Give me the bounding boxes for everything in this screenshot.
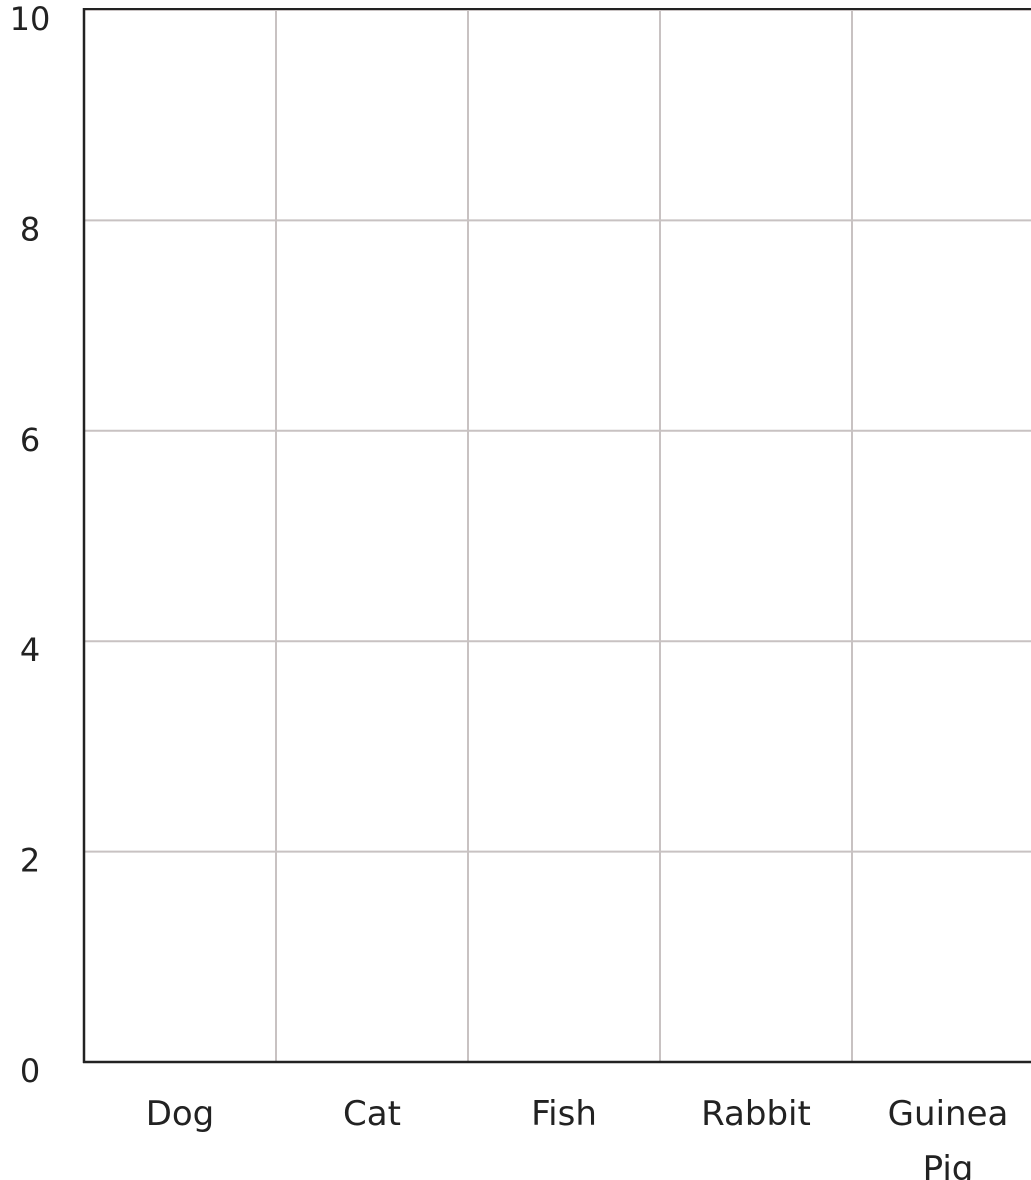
x-tick-label: Cat [343, 1094, 401, 1134]
y-tick-label: 0 [20, 1052, 40, 1090]
y-tick-label: 8 [20, 210, 40, 248]
y-tick-label: 10 [10, 0, 51, 38]
x-tick-label: Guinea Pig [887, 1094, 1009, 1180]
x-tick-label: Dog [145, 1094, 215, 1134]
y-tick-label: 6 [20, 421, 40, 459]
x-tick-label: Fish [531, 1094, 597, 1134]
y-tick-label: 4 [20, 631, 40, 669]
y-tick-label: 2 [20, 842, 40, 880]
x-tick-label: Rabbit [701, 1094, 811, 1134]
